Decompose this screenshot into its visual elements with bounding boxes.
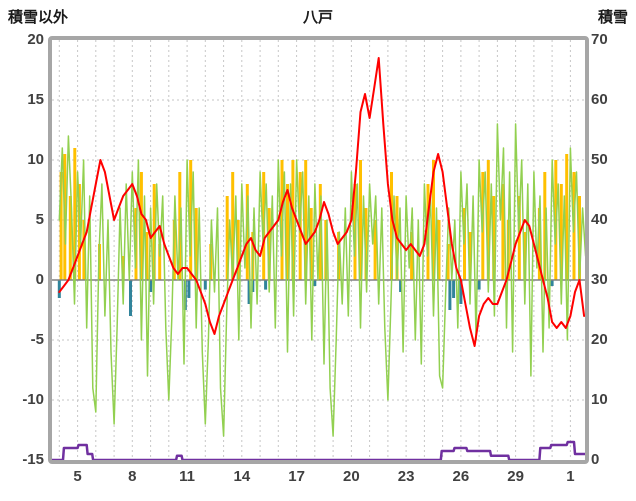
yellow-bars-bar [139, 172, 143, 280]
teal-bars-bar [129, 280, 132, 316]
teal-bars-bar [203, 280, 207, 290]
left-axis-tick-label: 15 [27, 91, 44, 108]
plot-canvas [52, 40, 585, 460]
left-axis-tick-label: 20 [27, 31, 44, 48]
yellow-bars-bar [517, 196, 521, 280]
x-axis-tick-label: 17 [288, 468, 305, 485]
yellow-bars-bar [68, 196, 72, 280]
yellow-bars-bar [446, 244, 450, 280]
x-axis-tick-label: 1 [566, 468, 575, 485]
yellow-bars-bar [59, 172, 63, 280]
yellow-bars-bar [194, 208, 198, 280]
right-axis-tick-label: 40 [591, 211, 608, 228]
yellow-bars-bar [432, 160, 435, 280]
yellow-bars-bar [286, 184, 289, 280]
yellow-bars-bar [565, 154, 569, 280]
yellow-bars-bar [501, 184, 505, 280]
yellow-bars-bar [236, 220, 240, 280]
yellow-bars-bar [309, 208, 313, 280]
yellow-bars-bar [373, 220, 377, 280]
yellow-bars-bar [492, 196, 496, 280]
yellow-bars-bar [267, 208, 271, 280]
yellow-bars-bar [410, 232, 414, 280]
yellow-bars-bar [537, 208, 541, 280]
teal-bars-bar [459, 280, 463, 304]
yellow-bars-bar [543, 172, 547, 280]
x-axis-tick-label: 20 [343, 468, 360, 485]
yellow-bars-bar [145, 232, 149, 280]
left-axis-tick-label: -5 [30, 331, 44, 348]
right-axis-title: 積雪 [597, 9, 628, 26]
x-axis-tick-label: 8 [128, 468, 137, 485]
right-axis-tick-label: 50 [591, 151, 608, 168]
green-line [58, 123, 585, 437]
yellow-bars-bar [225, 196, 229, 280]
right-axis-tick-label: 20 [591, 331, 608, 348]
yellow-bars-bar [359, 160, 362, 280]
teal-bars-bar [550, 280, 554, 286]
teal-bars-bar [57, 280, 61, 298]
left-axis-tick-label: -15 [22, 451, 44, 468]
yellow-bars-bar [437, 220, 441, 280]
yellow-bars-bar [364, 208, 368, 280]
left-axis-tick-label: 10 [27, 151, 44, 168]
x-axis-tick-label: 5 [73, 468, 82, 485]
plot-area [48, 36, 589, 464]
teal-bars-bar [399, 280, 403, 292]
left-axis-tick-label: 5 [35, 211, 44, 228]
teal-bars-bar [313, 280, 317, 286]
chart-title: 八戸 [302, 9, 333, 26]
left-axis-tick-label: 0 [35, 271, 44, 288]
x-axis-tick-label: 29 [507, 468, 524, 485]
right-axis-tick-label: 70 [591, 31, 608, 48]
red-line [58, 57, 585, 347]
purple-snow-line [52, 440, 585, 460]
teal-bars-bar [477, 280, 481, 290]
yellow-bars-bar [523, 232, 527, 280]
yellow-bars-bar [578, 196, 581, 280]
right-axis-tick-label: 60 [591, 91, 608, 108]
yellow-bars-bar [121, 256, 125, 280]
x-axis-tick-label: 26 [452, 468, 470, 485]
yellow-bars-bar [158, 244, 162, 280]
yellow-bars-bar [231, 172, 235, 280]
yellow-bars-bar [390, 172, 393, 280]
right-axis-tick-label: 0 [591, 451, 600, 468]
teal-bars-bar [247, 280, 251, 304]
left-axis-title: 積雪以外 [8, 9, 69, 26]
right-axis-tick-label: 30 [591, 271, 608, 288]
x-axis-tick-label: 11 [179, 468, 195, 485]
left-axis-tick-label: -10 [22, 391, 44, 408]
yellow-bars-bar [486, 160, 490, 280]
teal-bars-bar [452, 280, 456, 298]
teal-bars-bar [149, 280, 153, 292]
yellow-bars-bar [73, 148, 77, 280]
x-axis-tick-label: 23 [397, 468, 415, 485]
right-axis-tick-label: 10 [591, 391, 608, 408]
yellow-bars-bar [82, 220, 86, 280]
yellow-bars-bar [245, 184, 249, 280]
x-axis-tick-label: 14 [233, 468, 251, 485]
yellow-bars-bar [468, 232, 472, 280]
teal-bars-bar [187, 280, 191, 298]
yellow-bars-bar [304, 160, 308, 280]
yellow-bars-bar [559, 184, 563, 280]
yellow-bars-bar [291, 160, 295, 280]
teal-bars-bar [264, 280, 268, 290]
teal-bars-bar [448, 280, 452, 310]
